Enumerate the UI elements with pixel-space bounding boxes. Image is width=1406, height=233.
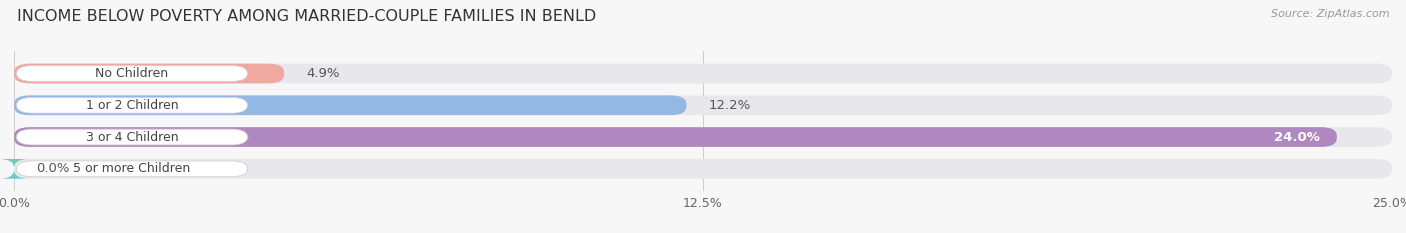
Text: 24.0%: 24.0% — [1274, 130, 1320, 144]
FancyBboxPatch shape — [14, 64, 284, 83]
FancyBboxPatch shape — [0, 159, 30, 179]
Text: 0.0%: 0.0% — [37, 162, 70, 175]
FancyBboxPatch shape — [17, 97, 247, 113]
FancyBboxPatch shape — [14, 127, 1392, 147]
FancyBboxPatch shape — [14, 127, 1337, 147]
FancyBboxPatch shape — [17, 66, 247, 81]
FancyBboxPatch shape — [14, 64, 1392, 83]
Text: 1 or 2 Children: 1 or 2 Children — [86, 99, 179, 112]
Text: No Children: No Children — [96, 67, 169, 80]
Text: 4.9%: 4.9% — [307, 67, 340, 80]
Text: 12.2%: 12.2% — [709, 99, 751, 112]
FancyBboxPatch shape — [14, 159, 1392, 179]
Text: 5 or more Children: 5 or more Children — [73, 162, 191, 175]
Text: Source: ZipAtlas.com: Source: ZipAtlas.com — [1271, 9, 1389, 19]
Text: 3 or 4 Children: 3 or 4 Children — [86, 130, 179, 144]
FancyBboxPatch shape — [14, 96, 1392, 115]
FancyBboxPatch shape — [17, 161, 247, 177]
FancyBboxPatch shape — [17, 129, 247, 145]
FancyBboxPatch shape — [14, 96, 686, 115]
Text: INCOME BELOW POVERTY AMONG MARRIED-COUPLE FAMILIES IN BENLD: INCOME BELOW POVERTY AMONG MARRIED-COUPL… — [17, 9, 596, 24]
